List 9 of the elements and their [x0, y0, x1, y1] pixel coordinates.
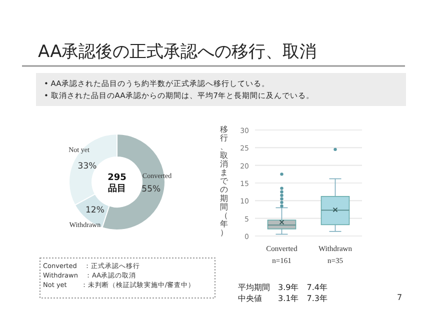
text: 中央値 3.1年 7.3年 — [238, 294, 328, 303]
text: 平均期間 3.9年 7.4年 — [238, 283, 328, 292]
data-label: 33% — [78, 161, 97, 172]
data-label: 55% — [142, 184, 161, 194]
chart-title: AA承認後の正式承認への移行、取消 — [38, 42, 317, 62]
data-label: 12% — [86, 206, 104, 216]
text: 移行、取消までの期間（年） — [220, 125, 228, 238]
text: 7 — [397, 293, 402, 302]
text: 295 品目 — [108, 173, 126, 194]
